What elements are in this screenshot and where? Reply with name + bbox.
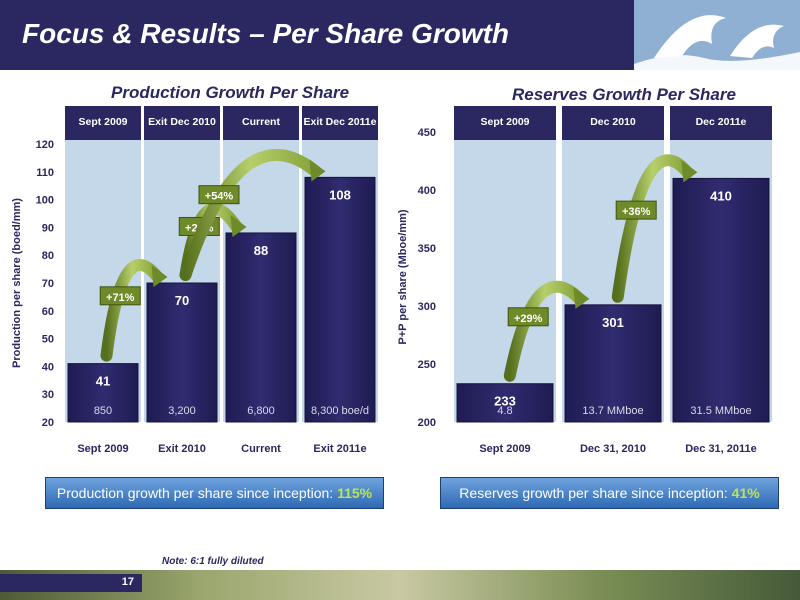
res-y-tick-label: 450 [418, 127, 436, 139]
prod-column-header [144, 106, 220, 140]
production-chart-title: Production Growth Per Share [111, 83, 350, 102]
prod-column-header-label: Exit Dec 2011e [304, 116, 377, 128]
prod-y-tick-label: 90 [42, 222, 54, 234]
res-bar-sublabel: 31.5 MMboe [690, 405, 751, 417]
footnote: Note: 6:1 fully diluted [162, 556, 264, 567]
prod-column-header [223, 106, 299, 140]
reserves-summary-pct: 41% [731, 485, 760, 501]
wave-logo-icon [634, 15, 800, 70]
prod-y-tick-label: 60 [42, 306, 54, 318]
res-growth-arrowhead [681, 160, 698, 183]
res-bar-value-label: 233 [494, 394, 516, 409]
prod-bar [304, 176, 376, 423]
res-bar [456, 383, 554, 423]
prod-chart: Sept 2009 Sept 2009 Exit Dec 2010 Exit 2010… [11, 106, 378, 455]
production-summary-text: Production growth per share since incept… [56, 485, 338, 501]
prod-column-header-label: Exit Dec 2010 [148, 116, 216, 128]
prod-y-tick-label: 40 [42, 361, 54, 373]
prod-bar-sublabel: 850 [94, 405, 112, 417]
prod-bar [225, 232, 297, 423]
prod-growth-label: +71% [106, 292, 135, 304]
prod-growth-arrow [100, 259, 164, 362]
prod-growth-arrowhead [151, 265, 168, 287]
prod-bar-sublabel: 3,200 [168, 405, 196, 417]
prod-bar-value-label: 70 [175, 293, 189, 308]
prod-column-header-label: Sept 2009 [78, 116, 127, 128]
res-growth-badge [615, 200, 657, 220]
reserves-summary-banner: Reserves growth per share since inceptio… [440, 477, 779, 509]
res-chart: Sept 2009 Sept 2009 Dec 2010 Dec 31, 2010 De… [397, 106, 772, 455]
page-title: Focus & Results – Per Share Growth [22, 18, 510, 49]
reserves-chart-title: Reserves Growth Per Share [512, 85, 736, 104]
res-y-tick-label: 250 [418, 359, 436, 371]
res-y-tick-label: 350 [418, 243, 436, 255]
prod-y-tick-label: 30 [42, 389, 54, 401]
prod-column-header [65, 106, 141, 140]
res-bar [564, 304, 662, 423]
res-growth-label: +29% [514, 313, 543, 325]
reserves-summary-text: Reserves growth per share since inceptio… [459, 485, 732, 501]
res-y-axis-label: P+P per share (Mboe/mm) [397, 209, 409, 345]
prod-bar [146, 282, 218, 423]
res-column-header-label: Dec 2010 [590, 116, 636, 128]
header-bar: Focus & Results – Per Share Growth [0, 0, 634, 70]
prod-growth-arrowhead [230, 214, 247, 237]
prod-growth-badge [198, 185, 240, 205]
res-y-tick-label: 400 [418, 185, 436, 197]
res-column-header [562, 106, 664, 140]
prod-y-tick-label: 110 [36, 167, 54, 179]
res-bar [672, 177, 770, 423]
prod-category-label: Sept 2009 [77, 443, 128, 455]
prod-column-header [302, 106, 378, 140]
res-y-tick-label: 200 [418, 417, 436, 429]
prod-bar [67, 363, 139, 423]
res-category-label: Sept 2009 [479, 443, 530, 455]
prod-y-tick-label: 100 [36, 195, 54, 207]
prod-category-label: Exit 2010 [158, 443, 206, 455]
company-logo [634, 0, 800, 70]
page-number: 17 [121, 576, 134, 588]
prod-bar-value-label: 108 [329, 187, 351, 202]
prod-growth-arrowhead [309, 159, 326, 182]
res-growth-label: +36% [622, 206, 651, 218]
res-bar-value-label: 301 [602, 315, 624, 330]
prod-column-header-label: Current [242, 116, 280, 128]
res-growth-badge [507, 307, 549, 327]
res-column-header [670, 106, 772, 140]
res-bar-value-label: 410 [710, 188, 732, 203]
prod-y-tick-label: 20 [42, 417, 54, 429]
prod-y-tick-label: 120 [36, 139, 54, 151]
prod-bar-sublabel: 8,300 boe/d [311, 405, 369, 417]
page-number-box: 17 [0, 574, 142, 592]
res-bar-sublabel: 4.8 [497, 405, 512, 417]
production-summary-pct: 115% [337, 485, 373, 501]
production-summary-banner: Production growth per share since incept… [45, 477, 384, 509]
res-column-header-label: Dec 2011e [696, 116, 747, 128]
prod-bar-value-label: 41 [96, 374, 110, 389]
prod-category-label: Current [241, 443, 281, 455]
res-category-label: Dec 31, 2010 [580, 443, 646, 455]
prod-growth-arrow [179, 148, 322, 281]
res-growth-arrow [503, 280, 586, 382]
prod-growth-badge [99, 286, 141, 306]
res-growth-arrow [611, 154, 694, 303]
prod-bar-value-label: 88 [254, 243, 268, 258]
prod-growth-label: +54% [205, 191, 234, 203]
res-y-tick-label: 300 [418, 301, 436, 313]
res-category-label: Dec 31, 2011e [685, 443, 757, 455]
prod-y-axis-label: Production per share (boed/mm) [11, 198, 23, 368]
prod-y-tick-label: 50 [42, 334, 54, 346]
res-column-header-label: Sept 2009 [480, 116, 529, 128]
res-bar-sublabel: 13.7 MMboe [582, 405, 643, 417]
res-column-header [454, 106, 556, 140]
prod-bar-sublabel: 6,800 [247, 405, 275, 417]
prod-category-label: Exit 2011e [313, 443, 366, 455]
prod-y-tick-label: 70 [42, 278, 54, 290]
prod-y-tick-label: 80 [42, 250, 54, 262]
res-growth-arrowhead [573, 286, 590, 309]
